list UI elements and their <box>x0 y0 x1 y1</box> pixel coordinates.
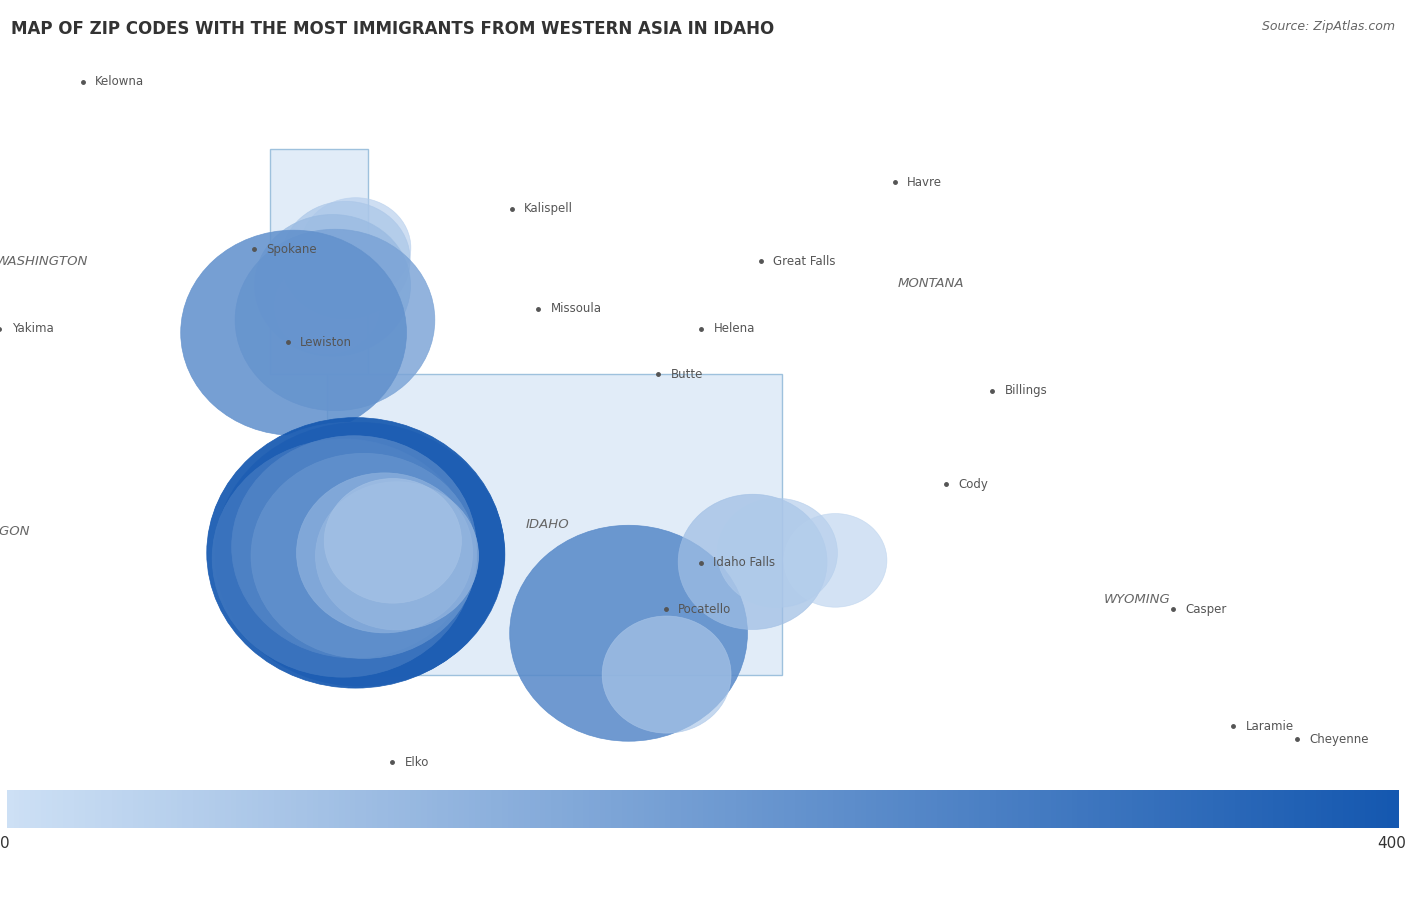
Circle shape <box>325 478 461 603</box>
Text: WASHINGTON: WASHINGTON <box>0 254 89 268</box>
Circle shape <box>215 423 505 686</box>
Text: Cody: Cody <box>959 478 988 491</box>
Circle shape <box>207 418 505 688</box>
Text: Butte: Butte <box>671 368 703 380</box>
Circle shape <box>315 482 478 630</box>
Circle shape <box>252 453 477 658</box>
Circle shape <box>212 439 474 677</box>
Circle shape <box>602 616 731 733</box>
Text: 400: 400 <box>1376 836 1406 851</box>
Text: Kalispell: Kalispell <box>524 202 574 215</box>
Text: Pocatello: Pocatello <box>678 602 731 616</box>
Text: Billings: Billings <box>1005 384 1047 397</box>
Text: Havre: Havre <box>907 176 942 189</box>
Text: Cheyenne: Cheyenne <box>1309 733 1368 745</box>
Text: Casper: Casper <box>1185 602 1226 616</box>
Circle shape <box>297 473 472 633</box>
Polygon shape <box>270 148 782 674</box>
Circle shape <box>254 215 411 356</box>
Text: MONTANA: MONTANA <box>897 278 965 290</box>
Text: MAP OF ZIP CODES WITH THE MOST IMMIGRANTS FROM WESTERN ASIA IN IDAHO: MAP OF ZIP CODES WITH THE MOST IMMIGRANT… <box>11 20 775 38</box>
Text: Laramie: Laramie <box>1246 720 1294 733</box>
Text: WYOMING: WYOMING <box>1104 593 1171 606</box>
Text: Yakima: Yakima <box>11 323 53 335</box>
Text: Lewiston: Lewiston <box>301 336 353 349</box>
Circle shape <box>678 494 827 629</box>
Text: 0: 0 <box>0 836 10 851</box>
Text: Great Falls: Great Falls <box>773 254 835 268</box>
Text: Spokane: Spokane <box>266 243 316 256</box>
Circle shape <box>208 423 491 679</box>
Circle shape <box>235 229 434 411</box>
Text: IDAHO: IDAHO <box>526 518 569 530</box>
Text: Elko: Elko <box>405 756 429 769</box>
Circle shape <box>783 513 887 607</box>
Circle shape <box>301 198 411 298</box>
Text: Source: ZipAtlas.com: Source: ZipAtlas.com <box>1261 20 1395 32</box>
Circle shape <box>717 498 838 608</box>
Text: OREGON: OREGON <box>0 525 30 539</box>
Text: Idaho Falls: Idaho Falls <box>713 556 775 569</box>
Text: Kelowna: Kelowna <box>96 76 145 88</box>
Circle shape <box>232 436 477 658</box>
Text: Missoula: Missoula <box>551 302 602 316</box>
Circle shape <box>510 525 748 742</box>
Circle shape <box>181 230 406 435</box>
Circle shape <box>281 201 411 318</box>
Text: Helena: Helena <box>714 323 755 335</box>
Circle shape <box>274 259 380 354</box>
